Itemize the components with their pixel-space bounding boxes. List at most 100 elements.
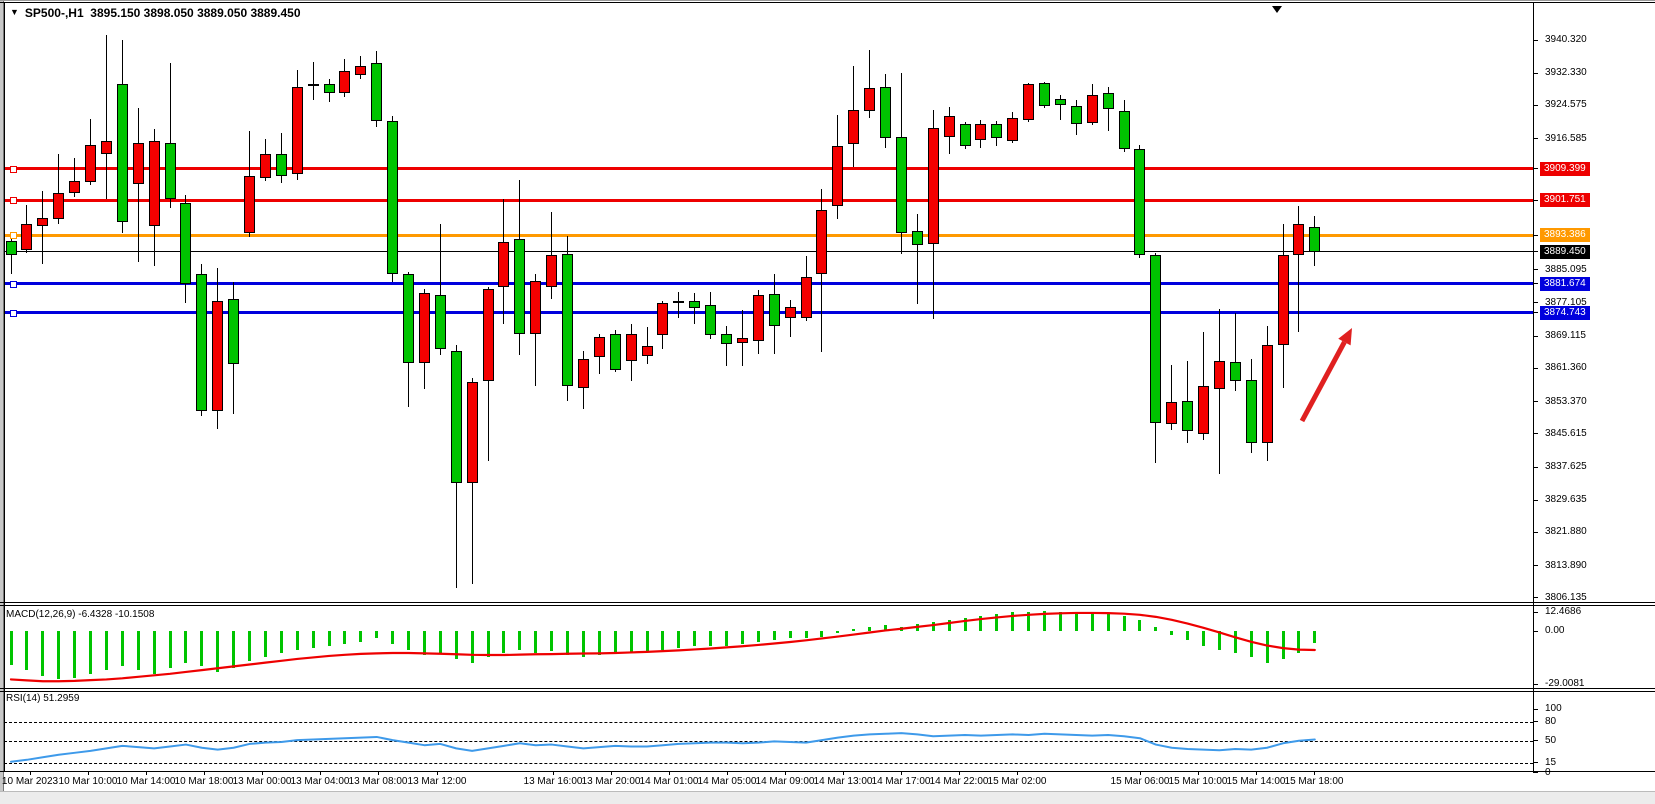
rsi-level-line — [4, 762, 1533, 764]
macd-histogram-bar — [184, 631, 188, 663]
candle-body — [1277, 255, 1289, 345]
time-tick-mark — [1198, 771, 1199, 775]
macd-indicator-label: MACD(12,26,9) -6.4328 -10.1508 — [6, 609, 155, 620]
macd-histogram-bar — [295, 631, 299, 650]
price-tick-mark — [1533, 283, 1538, 285]
candle-body — [323, 84, 335, 94]
candle-body — [736, 337, 748, 344]
macd-tick-mark — [1533, 630, 1538, 632]
macd-histogram-bar — [836, 631, 840, 633]
time-tick-label: 10 Mar 14:00 — [116, 776, 176, 787]
horizontal-level-line[interactable] — [4, 311, 1533, 315]
macd-histogram-bar — [1297, 631, 1301, 654]
candle-body — [1229, 362, 1241, 382]
time-tick-label: 14 Mar 13:00 — [813, 776, 873, 787]
rsi-tick-mark — [1533, 762, 1538, 764]
candle-wick — [10, 238, 12, 275]
time-tick-mark — [146, 771, 147, 775]
candle-body — [116, 84, 128, 223]
macd-histogram-bar — [613, 631, 617, 654]
time-tick-label: 13 Mar 16:00 — [523, 776, 583, 787]
candle-body — [434, 294, 446, 349]
candle-wick — [726, 326, 727, 366]
macd-tick-label: -29.0081 — [1545, 678, 1585, 689]
candle-body — [148, 141, 160, 226]
macd-histogram-bar — [407, 631, 410, 650]
time-tick-label: 10 Mar 18:00 — [174, 776, 234, 787]
time-axis[interactable]: 10 Mar 2023 10 Mar 10:00 10 Mar 14:00 10 Ma… — [0, 771, 1655, 791]
chart-dropdown-icon[interactable]: ▼ — [10, 7, 19, 17]
line-drag-handle[interactable] — [10, 280, 17, 288]
price-chart-pane[interactable] — [0, 1, 1533, 602]
time-tick-label: 14 Mar 01:00 — [639, 776, 699, 787]
candle-body — [895, 136, 907, 233]
time-tick-label: 10 Mar 2023 — [1, 776, 59, 787]
rsi-tick-label: 0 — [1545, 766, 1551, 778]
candle-wick — [312, 62, 314, 100]
macd-pane[interactable] — [0, 605, 1533, 688]
line-drag-handle[interactable] — [10, 165, 17, 173]
price-axis[interactable]: 3940.320 3932.330 3924.575 3916.585 3885.095… — [1533, 1, 1655, 778]
candle-body — [132, 143, 144, 184]
candle-wick — [869, 50, 871, 119]
candle-body — [673, 300, 685, 303]
window-left-border — [0, 1, 4, 791]
candle-wick — [137, 107, 139, 262]
macd-histogram-bar — [581, 631, 585, 658]
macd-histogram-bar — [486, 631, 490, 658]
candle-wick — [1234, 313, 1236, 391]
price-tick-mark — [1533, 597, 1538, 599]
horizontal-level-line[interactable] — [4, 198, 1533, 202]
time-tick-label: 10 Mar 10:00 — [58, 776, 118, 787]
macd-tick-label: 12.4686 — [1545, 606, 1582, 617]
trend-arrow[interactable] — [1299, 328, 1352, 423]
line-drag-handle[interactable] — [10, 232, 17, 240]
macd-histogram-bar — [820, 631, 824, 637]
macd-histogram-bar — [327, 631, 331, 646]
time-tick-label: 13 Mar 00:00 — [232, 776, 292, 787]
time-tick-mark — [378, 771, 379, 775]
candle-body — [1039, 82, 1050, 106]
candle-wick — [678, 292, 680, 318]
horizontal-level-line[interactable] — [4, 233, 1533, 237]
price-tick-label: 3806.135 — [1545, 591, 1587, 603]
macd-histogram-bar — [884, 625, 887, 631]
horizontal-level-line[interactable] — [4, 251, 1533, 253]
price-level-badge: 3889.450 — [1540, 244, 1590, 259]
candle-body — [991, 123, 1003, 138]
price-tick-label: 3924.575 — [1545, 99, 1587, 111]
candle-body — [371, 62, 383, 122]
line-drag-handle[interactable] — [10, 197, 17, 205]
candle-body — [1198, 386, 1209, 434]
price-tick-mark — [1533, 72, 1538, 74]
price-level-badge: 3893.386 — [1540, 228, 1590, 243]
candle-wick — [42, 191, 44, 265]
horizontal-level-line[interactable] — [4, 167, 1533, 171]
price-tick-label: 3885.095 — [1545, 263, 1587, 275]
candle-wick — [169, 62, 171, 208]
time-tick-label: 14 Mar 05:00 — [697, 776, 757, 787]
candle-body — [848, 109, 860, 144]
time-tick-mark — [1256, 771, 1257, 775]
candle-body — [593, 336, 605, 358]
macd-histogram-bar — [931, 621, 935, 631]
candle-body — [1102, 92, 1114, 110]
macd-histogram-bar — [947, 619, 951, 631]
price-tick-label: 3821.880 — [1545, 526, 1587, 538]
macd-histogram-bar — [550, 631, 554, 652]
horizontal-level-line[interactable] — [4, 282, 1533, 286]
macd-histogram-bar — [566, 631, 569, 656]
status-strip — [0, 791, 1655, 804]
line-drag-handle[interactable] — [10, 309, 17, 317]
macd-histogram-bar — [263, 631, 267, 658]
time-tick-label: 14 Mar 09:00 — [755, 776, 815, 787]
macd-signal-line — [9, 611, 1316, 683]
candle-wick — [1218, 309, 1220, 474]
time-tick-mark — [437, 771, 438, 775]
time-tick-label: 15 Mar 10:00 — [1168, 776, 1228, 787]
chart-shift-marker-icon[interactable] — [1272, 6, 1282, 13]
candle-wick — [439, 224, 441, 356]
candle-wick — [74, 157, 76, 198]
price-tick-label: 3877.105 — [1545, 296, 1587, 308]
price-tick-mark — [1533, 251, 1538, 253]
